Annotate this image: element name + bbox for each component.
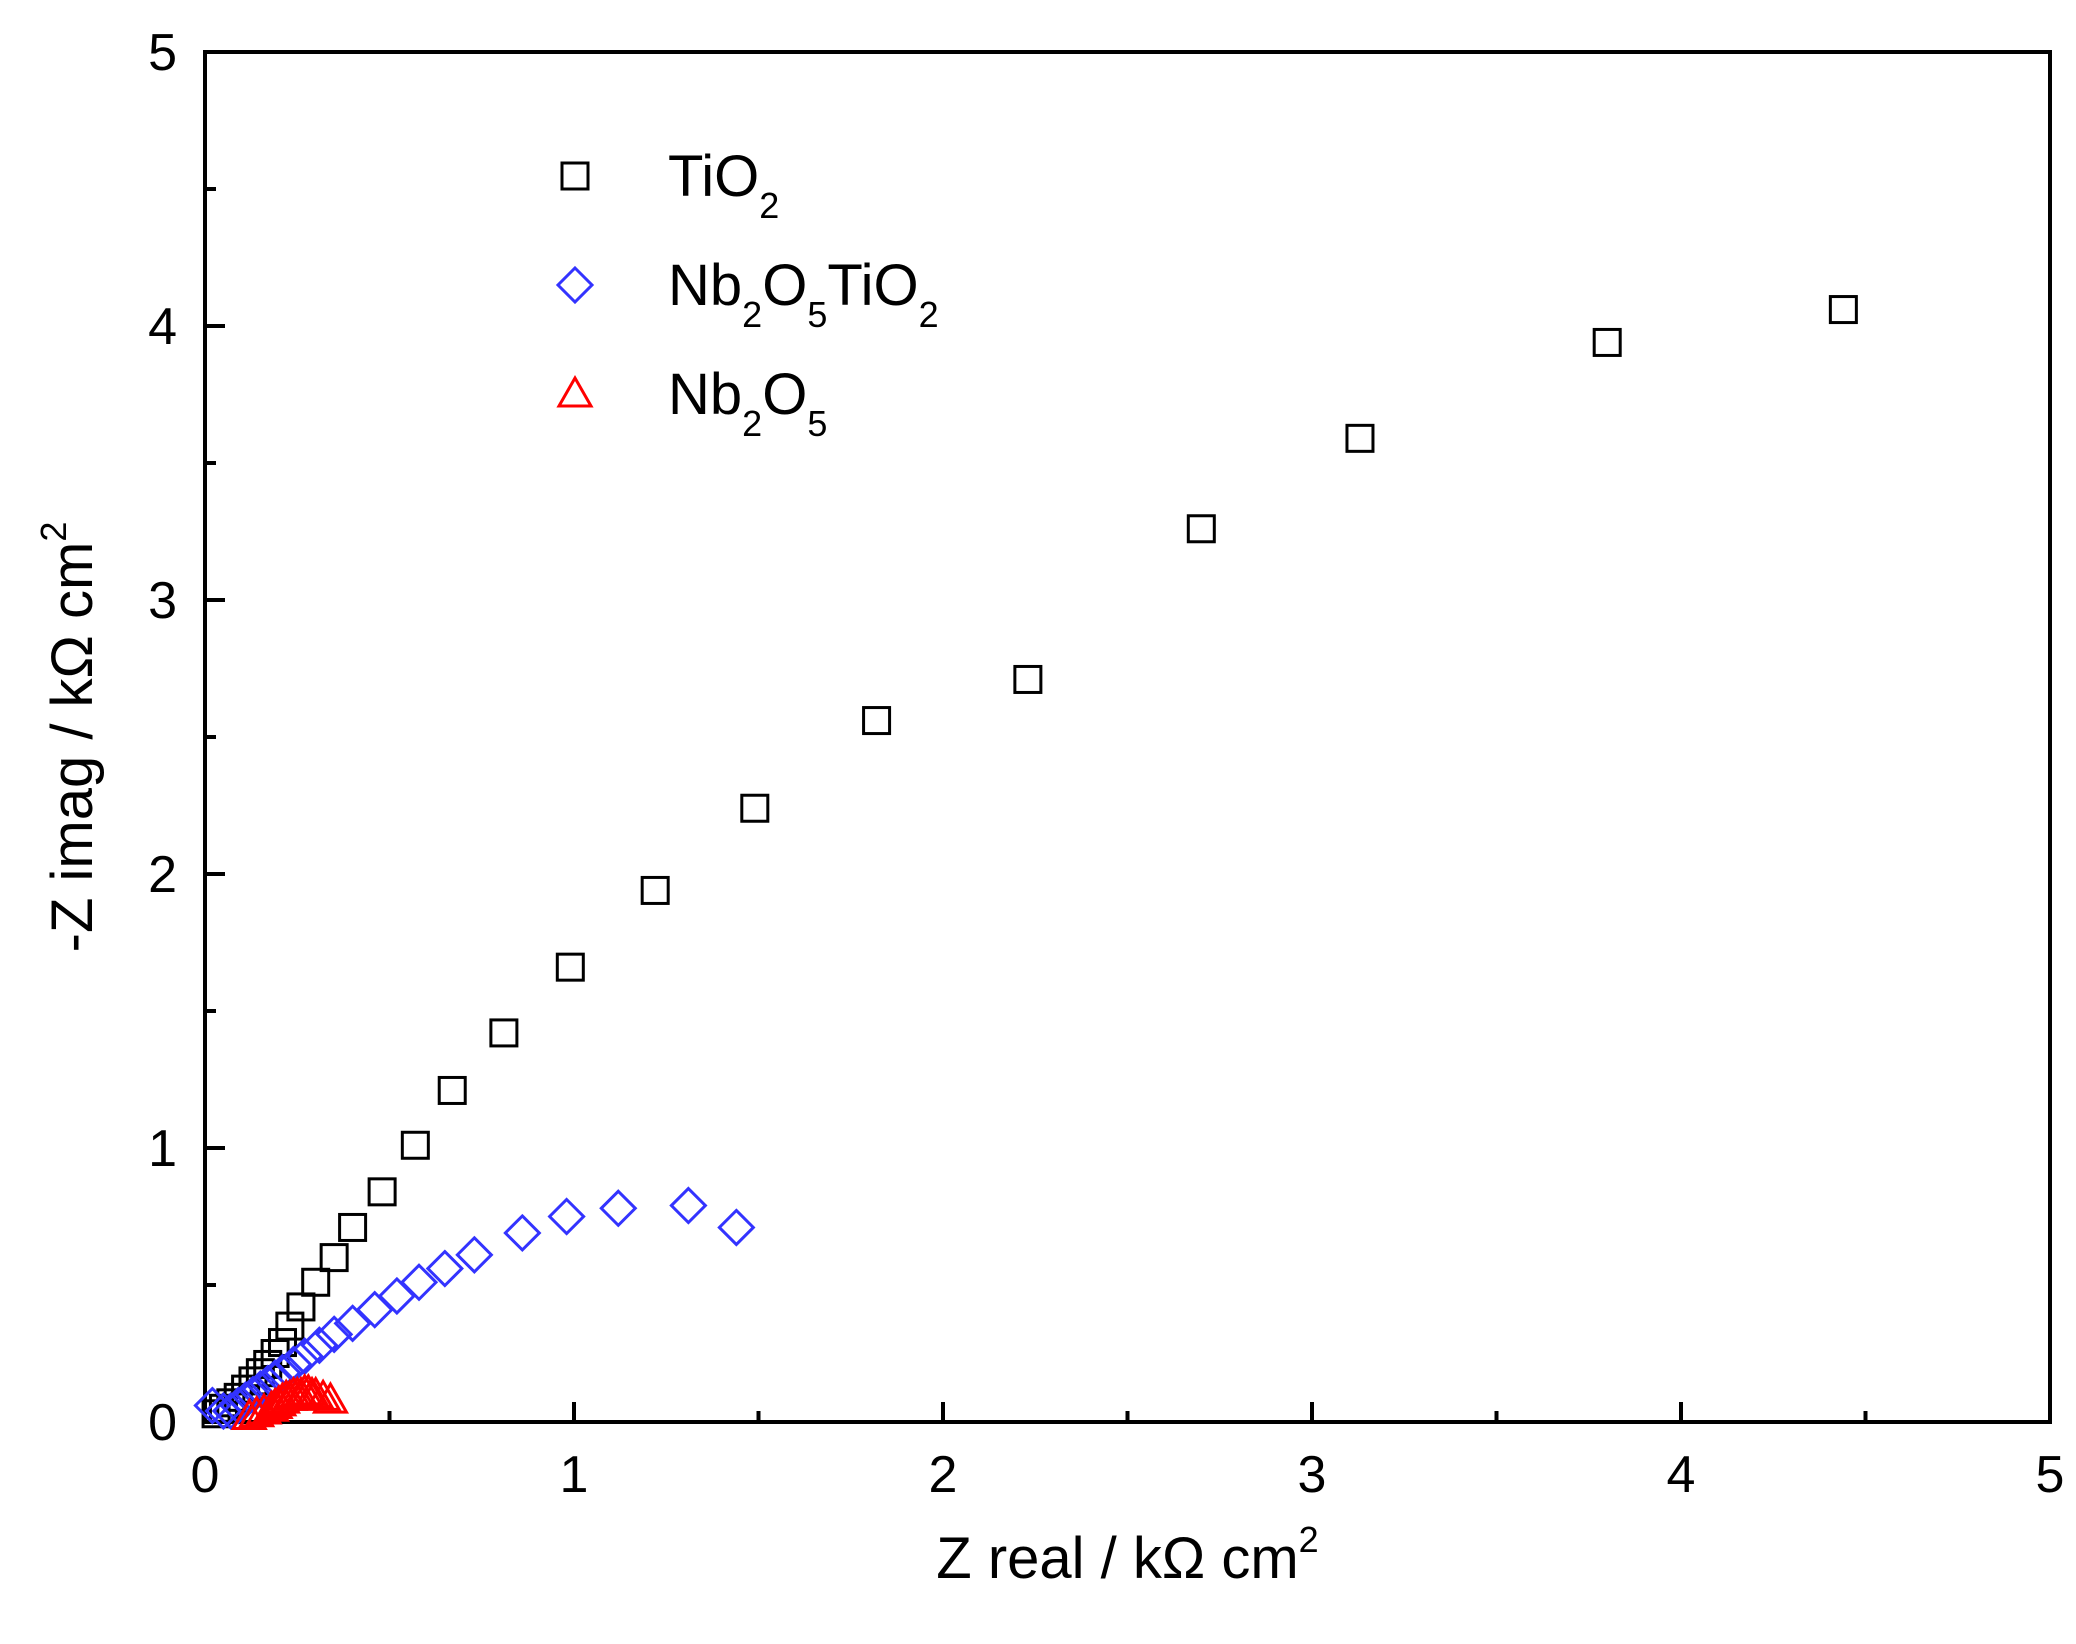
data-point <box>400 1130 430 1160</box>
data-point <box>319 1243 349 1273</box>
y-tick-label: 2 <box>148 846 177 904</box>
data-point <box>297 1375 335 1409</box>
x-tick-label: 2 <box>929 1446 958 1504</box>
data-point <box>367 1177 397 1207</box>
legend-marker <box>555 265 595 305</box>
data-point <box>238 1366 268 1396</box>
x-axis-title: Z real / kΩ cm2 <box>936 1519 1318 1591</box>
data-point <box>555 952 585 982</box>
data-point <box>489 1018 519 1048</box>
y-tick-label: 4 <box>148 298 177 356</box>
y-tick-label: 3 <box>148 572 177 630</box>
y-axis-title: -Z imag / kΩ cm2 <box>33 522 105 953</box>
data-point <box>399 1263 439 1302</box>
data-point <box>300 1326 339 1365</box>
data-point <box>311 1381 350 1414</box>
legend-marker <box>556 374 594 408</box>
data-point <box>862 706 892 736</box>
data-point <box>355 1290 394 1329</box>
data-point <box>1186 514 1216 544</box>
legend-label: TiO2 <box>668 144 779 226</box>
data-point <box>377 1276 417 1316</box>
data-point <box>301 1267 331 1297</box>
data-point <box>286 1292 316 1322</box>
series-triangle <box>230 1372 350 1431</box>
data-point <box>547 1197 586 1236</box>
y-tick-label: 1 <box>148 1120 177 1178</box>
legend-label: Nb2O5TiO2 <box>668 253 939 335</box>
data-point <box>304 1378 342 1411</box>
data-point <box>275 1311 305 1341</box>
series-diamond <box>193 1186 756 1431</box>
x-tick-label: 1 <box>560 1446 589 1504</box>
plot-frame <box>203 50 2052 1424</box>
data-point <box>455 1235 494 1274</box>
data-point <box>1592 327 1622 357</box>
data-point <box>437 1075 467 1105</box>
y-tick-label: 5 <box>148 24 177 82</box>
data-point <box>740 793 770 823</box>
data-point <box>338 1212 368 1242</box>
y-tick-label: 0 <box>148 1394 177 1452</box>
data-point <box>1013 664 1043 694</box>
data-point <box>315 1315 354 1354</box>
data-point <box>1828 295 1858 325</box>
data-point <box>503 1213 542 1253</box>
data-point <box>717 1208 756 1247</box>
data-point <box>599 1189 638 1228</box>
legend-label: Nb2O5 <box>668 362 827 444</box>
data-point <box>289 1372 327 1406</box>
x-tick-label: 0 <box>191 1446 220 1504</box>
x-tick-label: 5 <box>2036 1446 2065 1504</box>
x-tick-label: 4 <box>1667 1446 1696 1504</box>
data-point <box>640 875 670 905</box>
data-point <box>669 1186 708 1225</box>
data-point <box>425 1249 464 1288</box>
legend-marker <box>560 161 590 191</box>
data-point <box>1345 423 1375 453</box>
x-tick-label: 3 <box>1298 1446 1327 1504</box>
